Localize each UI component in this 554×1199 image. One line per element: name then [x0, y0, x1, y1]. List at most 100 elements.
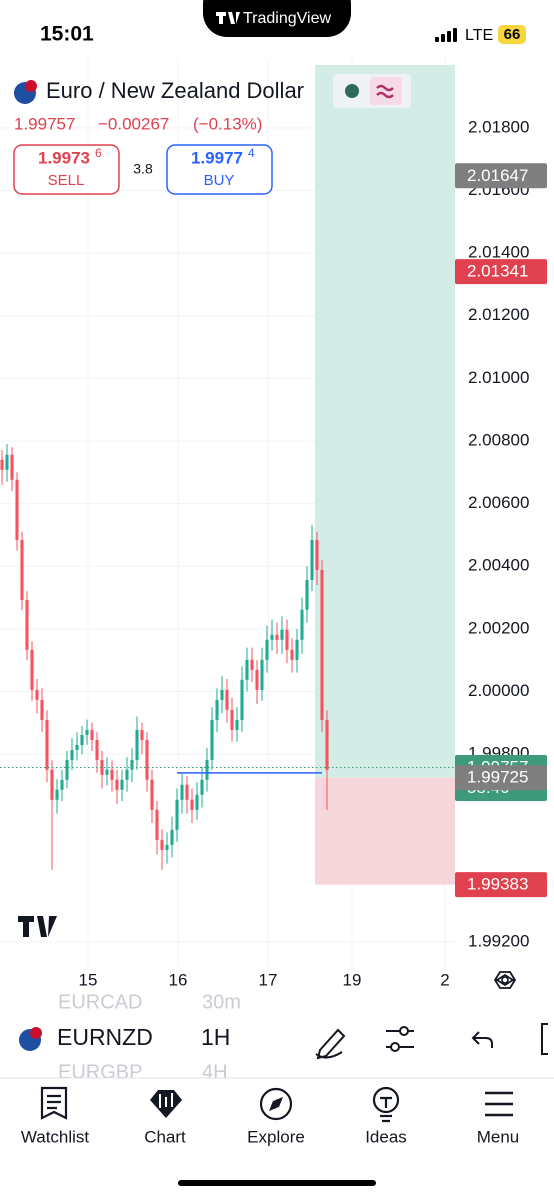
candle-body [205, 760, 209, 780]
home-indicator [178, 1180, 376, 1186]
candle-body [325, 719, 329, 770]
nav-label[interactable]: Chart [144, 1127, 186, 1146]
candle-body [35, 689, 39, 700]
sell-button[interactable] [13, 144, 120, 195]
explore-icon[interactable] [259, 1087, 293, 1121]
battery [498, 25, 526, 44]
candle-body [265, 639, 269, 660]
candle-body [65, 760, 69, 780]
price-badge-label: 1.99383 [467, 875, 528, 894]
candle-body [115, 779, 119, 790]
symbol-name: Euro / New Zealand Dollar [46, 78, 304, 103]
market-open-dot [345, 84, 359, 98]
symbol-button[interactable]: EURNZD [57, 1024, 153, 1050]
candle-body [240, 679, 244, 720]
candle-body [315, 539, 319, 570]
candle-body [210, 719, 214, 761]
more-button[interactable] [541, 1023, 548, 1055]
candle-body [175, 799, 179, 830]
price-badge [455, 765, 547, 791]
delayed-icon [376, 84, 394, 99]
menu-icon[interactable] [485, 1091, 513, 1117]
candle-body [290, 649, 294, 660]
undo-button[interactable] [471, 1031, 493, 1048]
nav-label[interactable]: Menu [477, 1127, 520, 1146]
candle-body [40, 699, 44, 720]
y-tick-label: 2.01800 [468, 117, 529, 136]
price-badge-label: 1.99725 [467, 768, 528, 787]
buy-price: 1.9977 [191, 148, 243, 167]
candle-body [295, 639, 299, 660]
candle-body [55, 789, 59, 800]
sell-label: SELL [48, 172, 85, 189]
candle-body [320, 569, 324, 720]
candle-body [20, 539, 24, 601]
price-badge [455, 872, 547, 898]
clock: 15:01 [40, 23, 94, 46]
candle-body [155, 809, 159, 840]
change: −0.00267 [98, 114, 169, 133]
price-badge [455, 259, 547, 285]
candle-body [105, 769, 109, 775]
nav-label[interactable]: Watchlist [21, 1127, 90, 1146]
sell-price: 1.9973 [38, 148, 90, 167]
change-percent: (−0.13%) [193, 114, 262, 133]
price-badge [455, 163, 547, 189]
candle-body [150, 779, 154, 810]
y-tick-label: 2.00000 [468, 681, 529, 700]
chart-icon [159, 1093, 173, 1108]
candle-body [25, 600, 29, 650]
candle-body [225, 689, 229, 710]
chart: 2.018002.016002.014002.012002.010002.008… [0, 59, 547, 989]
candle-body [15, 479, 19, 540]
y-tick-label: 2.00400 [468, 556, 529, 575]
watchlist-icon[interactable] [40, 1086, 68, 1120]
ghost-interval: 30m [202, 991, 241, 1013]
candle-body [170, 829, 174, 845]
network: LTE [465, 27, 493, 44]
candle-body [180, 784, 184, 800]
signal [435, 28, 457, 42]
candle-body [165, 844, 169, 850]
candle-body [275, 634, 279, 640]
candle-body [305, 580, 309, 610]
ideas-icon[interactable] [372, 1086, 400, 1114]
battery-level: 66 [504, 26, 521, 43]
candle-body [280, 629, 284, 640]
interval-button[interactable]: 1H [201, 1024, 230, 1050]
candle-body [145, 740, 149, 780]
candle-body [95, 740, 99, 761]
candle-body [70, 750, 74, 761]
buy-price-sup: 4 [248, 146, 255, 160]
ideas-icon [380, 1096, 392, 1123]
candle-body [50, 769, 54, 800]
candle-body [140, 729, 144, 740]
tv-logo [216, 12, 240, 24]
candle-body [75, 745, 79, 751]
indicators-button [399, 1026, 409, 1036]
candle-body [10, 454, 14, 480]
drawing-tool[interactable] [315, 1028, 346, 1060]
settings-icon [501, 976, 509, 984]
candle-body [230, 709, 234, 730]
x-tick-label: 15 [79, 970, 98, 989]
candle-body [130, 760, 134, 770]
dynamic-island [203, 0, 351, 37]
candle-body [190, 799, 194, 810]
candle-body [125, 769, 129, 780]
candle-body [270, 634, 274, 640]
price-badge-label: 2.01341 [467, 262, 528, 281]
flag-icon [30, 1027, 42, 1039]
x-tick-label: 17 [259, 970, 278, 989]
settings-icon[interactable] [493, 971, 517, 989]
nav-label[interactable]: Explore [247, 1127, 305, 1146]
nav-label[interactable]: Ideas [365, 1127, 407, 1146]
candle-body [60, 779, 64, 790]
buy-button[interactable] [166, 144, 273, 195]
candle-body [120, 779, 124, 790]
candle-body [255, 669, 259, 690]
candle-body [110, 769, 114, 780]
